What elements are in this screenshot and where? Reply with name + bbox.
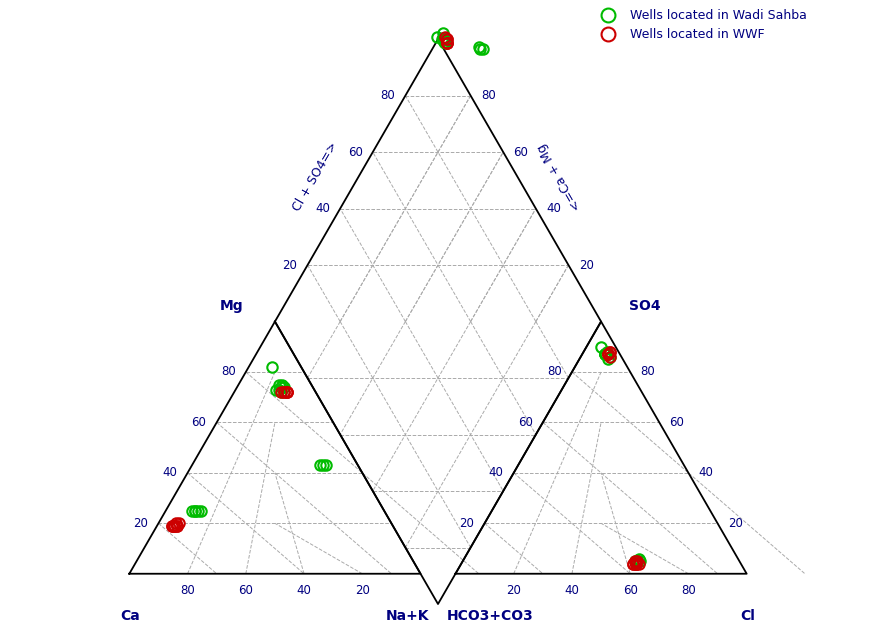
Text: 40: 40 (163, 466, 177, 479)
Text: 20: 20 (460, 517, 475, 530)
Text: 40: 40 (489, 466, 504, 479)
Text: 20: 20 (579, 258, 594, 272)
Text: 80: 80 (640, 365, 655, 379)
Text: 80: 80 (547, 365, 562, 379)
Legend: Wells located in Wadi Sahba, Wells located in WWF: Wells located in Wadi Sahba, Wells locat… (590, 4, 812, 47)
Text: HCO3+CO3: HCO3+CO3 (447, 609, 533, 622)
Text: 60: 60 (238, 584, 253, 597)
Text: 40: 40 (297, 584, 312, 597)
Text: Cl + SO4=>: Cl + SO4=> (291, 140, 341, 214)
Text: Ca: Ca (121, 609, 140, 622)
Text: 20: 20 (355, 584, 370, 597)
Text: 20: 20 (282, 258, 297, 272)
Text: 80: 80 (481, 89, 496, 102)
Text: 80: 80 (380, 89, 395, 102)
Text: Cl: Cl (740, 609, 755, 622)
Text: 40: 40 (699, 466, 713, 479)
Text: 20: 20 (133, 517, 148, 530)
Text: 20: 20 (728, 517, 743, 530)
Text: 40: 40 (546, 202, 561, 215)
Text: 60: 60 (623, 584, 638, 597)
Text: SO4: SO4 (629, 299, 661, 313)
Text: 40: 40 (315, 202, 330, 215)
Text: 80: 80 (221, 365, 236, 379)
Text: Mg: Mg (220, 299, 243, 313)
Text: <=Ca + Mg: <=Ca + Mg (536, 141, 584, 213)
Text: Na+K: Na+K (385, 609, 429, 622)
Text: 60: 60 (669, 416, 684, 429)
Text: 80: 80 (681, 584, 696, 597)
Text: 60: 60 (513, 146, 528, 159)
Text: 40: 40 (564, 584, 579, 597)
Text: 60: 60 (348, 146, 363, 159)
Text: 80: 80 (180, 584, 195, 597)
Text: 20: 20 (506, 584, 521, 597)
Text: 60: 60 (518, 416, 533, 429)
Text: 60: 60 (192, 416, 207, 429)
